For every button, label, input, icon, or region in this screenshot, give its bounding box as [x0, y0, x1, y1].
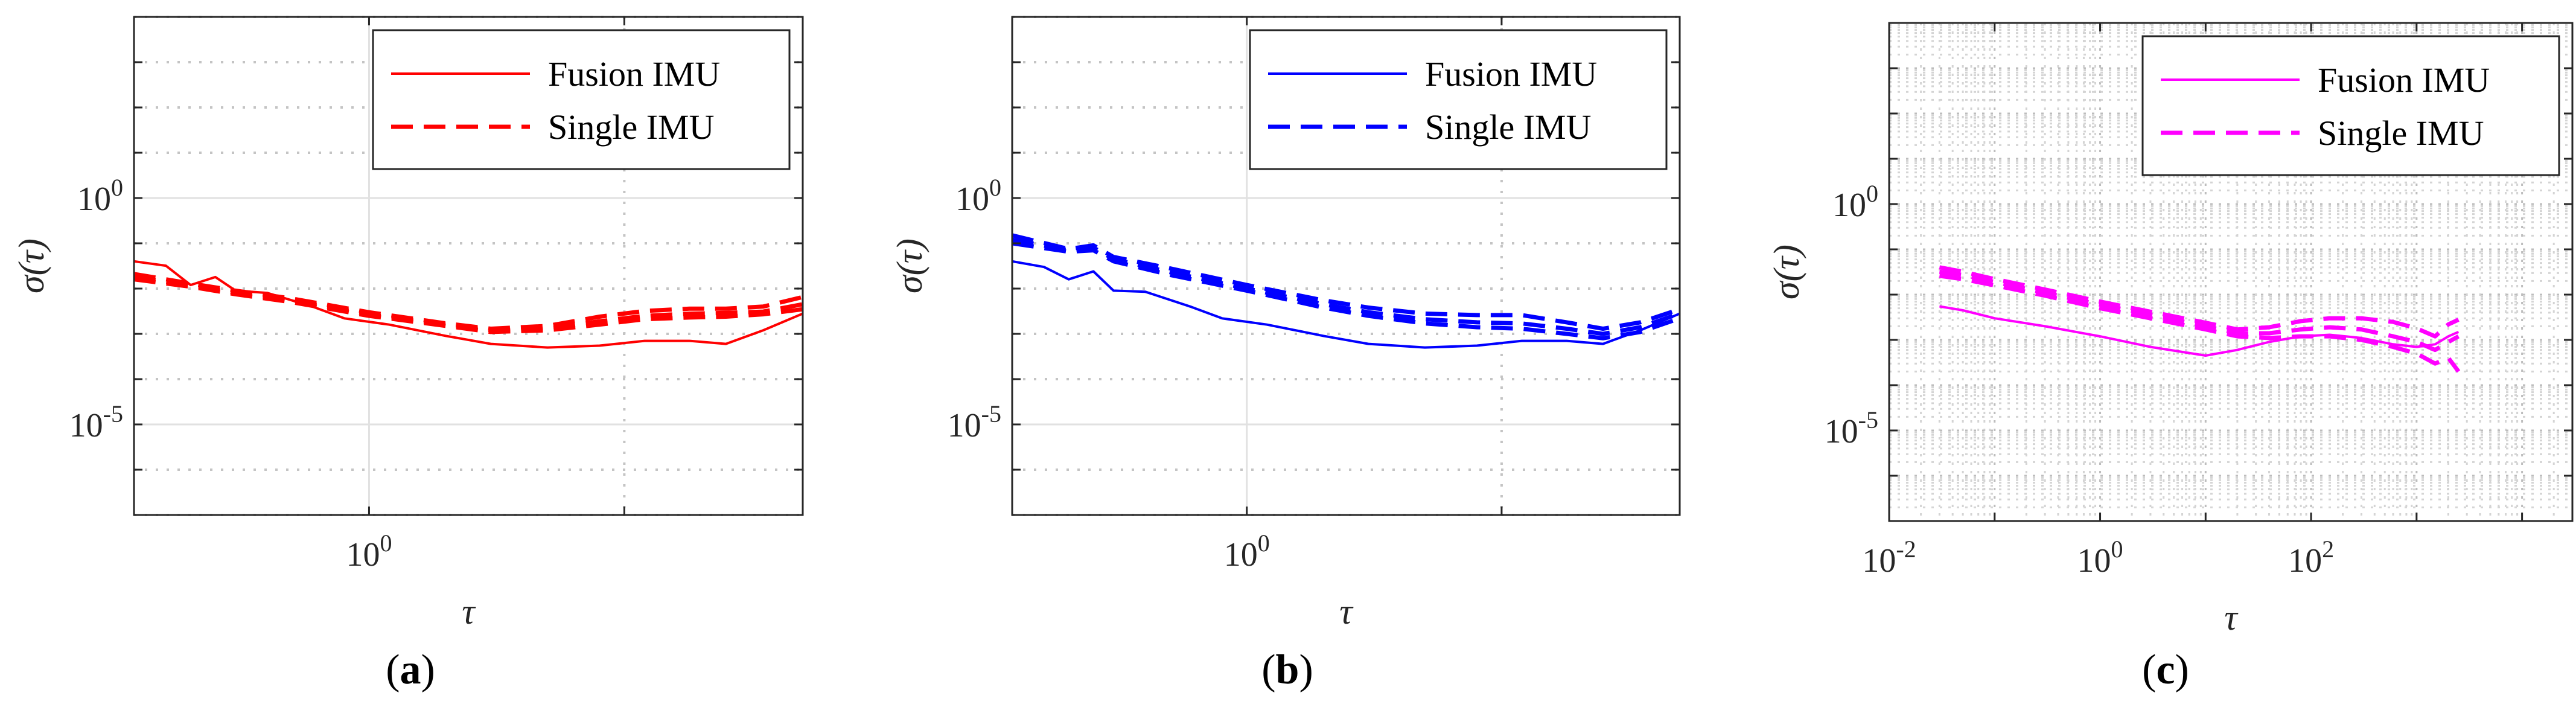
y-axis-label: σ(τ) — [1767, 245, 1806, 299]
y-tick-label: 100 — [955, 174, 1001, 218]
series-group — [1939, 265, 2461, 373]
y-axis-label: σ(τ) — [890, 238, 929, 293]
y-tick-label: 10-5 — [69, 400, 123, 444]
single-imu-line-1 — [134, 272, 803, 331]
x-tick-label: 100 — [1224, 529, 1270, 574]
y-tick-label: 100 — [1832, 180, 1878, 224]
tick-marks — [1888, 22, 2572, 522]
single-imu-line-2 — [1012, 237, 1680, 336]
panel-c: 10-2 100 102 100 10-5 τ σ(τ) Fusion IMU Single I… — [1767, 22, 2574, 638]
axes-box — [1011, 16, 1681, 516]
x-tick-label: 100 — [2077, 536, 2123, 580]
fusion-imu-line — [134, 260, 803, 349]
single-imu-line-3 — [1939, 273, 2461, 373]
legend: Fusion IMU Single IMU — [372, 29, 791, 170]
tick-marks — [134, 16, 803, 516]
y-tick-label: 10-5 — [948, 400, 1001, 444]
single-imu-line-1 — [1939, 265, 2460, 339]
single-imu-line-2 — [1939, 269, 2460, 353]
legend: Fusion IMU Single IMU — [1249, 29, 1668, 170]
series-group — [134, 260, 803, 349]
x-axis-label: τ — [462, 592, 476, 631]
single-imu-line-3 — [134, 277, 803, 334]
panel-label-c: (c) — [2142, 647, 2189, 693]
axes-box — [1888, 22, 2574, 522]
legend-label-single: Single IMU — [548, 107, 715, 147]
x-axis-label: τ — [1339, 592, 1354, 631]
legend-label-single: Single IMU — [2318, 114, 2484, 153]
legend-box — [372, 29, 791, 170]
single-imu-line-3 — [1012, 241, 1680, 341]
x-tick-label: 10-2 — [1862, 536, 1916, 580]
legend-label-fusion: Fusion IMU — [548, 54, 720, 94]
series-group — [1012, 233, 1680, 349]
x-tick-label: 102 — [2288, 536, 2334, 580]
tick-marks — [1012, 16, 1680, 516]
axes-box — [133, 16, 804, 516]
y-tick-label: 10-5 — [1825, 406, 1878, 450]
legend-label-single: Single IMU — [1425, 107, 1592, 147]
fusion-imu-line — [1012, 260, 1680, 349]
x-axis-label: τ — [2224, 598, 2239, 638]
y-axis-label: σ(τ) — [11, 238, 51, 293]
panel-b: 100 100 10-5 τ σ(τ) Fusion IMU Single IMU — [890, 16, 1681, 631]
x-tick-label: 100 — [346, 529, 392, 574]
grid — [134, 16, 803, 516]
legend-box — [1249, 29, 1668, 170]
legend-label-fusion: Fusion IMU — [1425, 54, 1597, 94]
panel-label-b: (b) — [1261, 647, 1313, 693]
panel-label-a: (a) — [386, 647, 435, 693]
panel-a: 100 100 10-5 τ σ(τ) Fusion IMU Single IMU — [11, 16, 804, 631]
grid — [1889, 23, 2572, 521]
legend-box — [2141, 35, 2560, 176]
single-imu-line-1 — [1012, 233, 1680, 331]
legend: Fusion IMU Single IMU — [2141, 35, 2560, 176]
legend-label-fusion: Fusion IMU — [2318, 60, 2490, 100]
y-tick-label: 100 — [77, 174, 123, 218]
